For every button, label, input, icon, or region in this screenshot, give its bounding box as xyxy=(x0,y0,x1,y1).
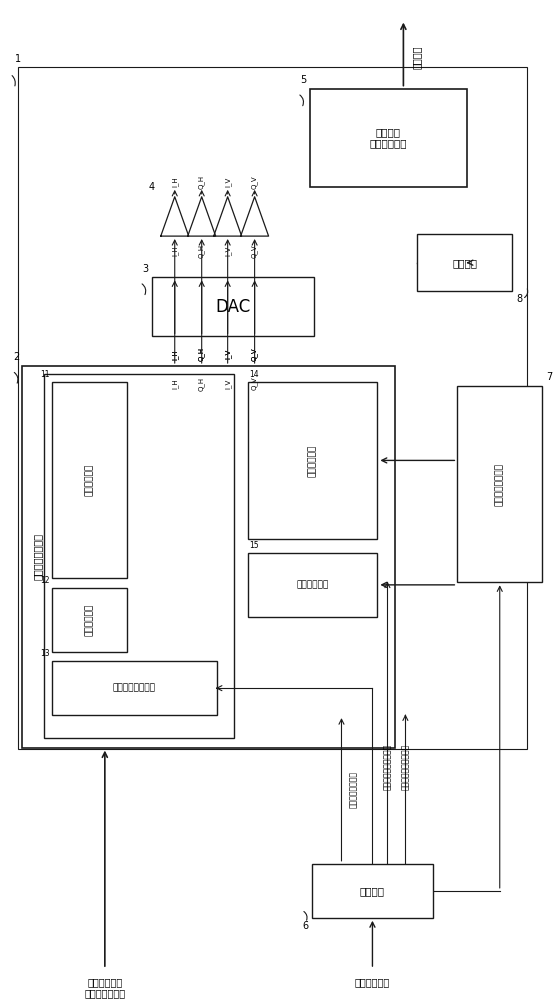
Text: Q_V: Q_V xyxy=(252,175,258,189)
Text: 5: 5 xyxy=(300,75,306,85)
Text: 3: 3 xyxy=(142,264,149,274)
Text: I_H: I_H xyxy=(171,349,178,360)
Text: 纠错编码电路: 纠错编码电路 xyxy=(85,464,94,496)
Text: I_V: I_V xyxy=(224,349,231,359)
Text: DAC: DAC xyxy=(215,298,250,316)
Bar xyxy=(22,366,396,748)
Text: 6: 6 xyxy=(302,921,309,931)
Text: 2: 2 xyxy=(14,352,20,362)
Bar xyxy=(311,864,433,918)
Bar xyxy=(52,382,127,578)
Text: I_V: I_V xyxy=(224,246,231,256)
Text: 主信号数据串
（高速电信号）: 主信号数据串 （高速电信号） xyxy=(84,977,125,999)
Text: 振幅调节电路: 振幅调节电路 xyxy=(296,580,329,589)
Text: 载波频率调节电路: 载波频率调节电路 xyxy=(113,684,156,693)
Bar xyxy=(248,382,377,539)
Text: 控制开始定时通知信号: 控制开始定时通知信号 xyxy=(401,744,410,790)
Bar xyxy=(18,67,527,749)
Text: I_H: I_H xyxy=(171,378,178,389)
Bar xyxy=(417,234,512,291)
Text: Q_V: Q_V xyxy=(252,244,258,258)
Text: Q_V: Q_V xyxy=(252,377,258,390)
Text: 发送光源: 发送光源 xyxy=(452,258,478,268)
Text: I_H: I_H xyxy=(171,177,178,187)
Text: Q_H: Q_H xyxy=(198,347,205,361)
Text: 发送输出: 发送输出 xyxy=(412,45,422,69)
Text: 12: 12 xyxy=(40,576,50,585)
Text: 1: 1 xyxy=(15,54,21,64)
Text: 控制电路: 控制电路 xyxy=(360,886,385,896)
Text: Q_H: Q_H xyxy=(198,175,205,189)
Text: Q_H: Q_H xyxy=(198,377,205,391)
Bar xyxy=(44,374,234,738)
Text: Q_H: Q_H xyxy=(198,347,205,361)
Bar xyxy=(310,89,468,187)
Text: 控制处理详情通知信号: 控制处理详情通知信号 xyxy=(383,744,392,790)
Text: 7: 7 xyxy=(546,372,552,382)
Text: 8: 8 xyxy=(516,294,522,304)
Text: Q_V: Q_V xyxy=(252,347,258,361)
Bar xyxy=(52,661,217,715)
Text: 13: 13 xyxy=(40,649,50,658)
Text: I_H: I_H xyxy=(171,349,178,360)
Text: 代码映射电路: 代码映射电路 xyxy=(85,604,94,636)
Text: Q_V: Q_V xyxy=(252,347,258,361)
Text: 信号处理设置信号: 信号处理设置信号 xyxy=(350,771,358,808)
Bar xyxy=(52,588,127,652)
Text: I_V: I_V xyxy=(224,349,231,359)
Text: 4: 4 xyxy=(148,182,155,192)
Bar xyxy=(248,553,377,617)
Text: 数字信号处理电路: 数字信号处理电路 xyxy=(33,533,43,580)
Text: 14: 14 xyxy=(250,370,259,379)
Text: 偏振复用
正交光调制器: 偏振复用 正交光调制器 xyxy=(370,127,407,149)
Text: 处理切换命令: 处理切换命令 xyxy=(355,977,390,987)
Text: I_V: I_V xyxy=(224,379,231,389)
Text: I_V: I_V xyxy=(224,177,231,187)
Text: Q_H: Q_H xyxy=(198,244,205,258)
Bar xyxy=(152,277,314,336)
Text: 15: 15 xyxy=(250,541,259,550)
Text: I_H: I_H xyxy=(171,245,178,256)
Text: 叠加调制驱动电路: 叠加调制驱动电路 xyxy=(495,463,504,506)
Text: 偏振调节电路: 偏振调节电路 xyxy=(308,444,317,477)
Bar xyxy=(457,386,542,582)
Text: 11: 11 xyxy=(40,370,50,379)
